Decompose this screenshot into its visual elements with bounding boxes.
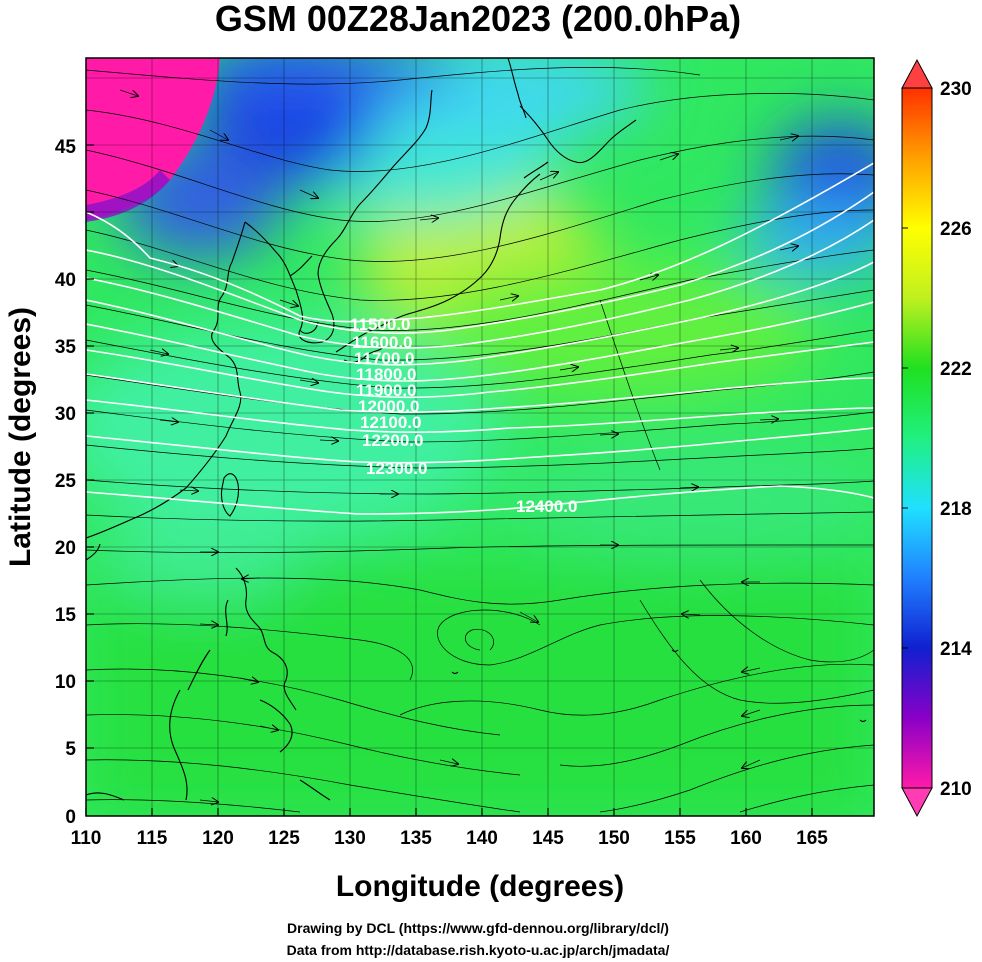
contour-line (86, 301, 874, 382)
colorbar-label: 230 (940, 79, 972, 100)
contour-line (86, 261, 874, 366)
colorbar-label: 222 (940, 359, 972, 380)
x-tick-label: 115 (137, 828, 168, 849)
contour-line (86, 485, 874, 515)
x-tick-label: 120 (202, 828, 234, 849)
contour-label: 11600.0 (352, 333, 413, 352)
x-tick-label: 165 (796, 828, 828, 849)
contour-line (86, 399, 874, 433)
contour-line (86, 162, 874, 323)
contour-label: 11500.0 (350, 315, 411, 334)
x-tick-label: 140 (466, 828, 498, 849)
plot-frame (85, 57, 875, 817)
contour-label: 11700.0 (354, 349, 415, 368)
contour-label: 12200.0 (362, 431, 423, 450)
x-tick-labels: 110 115 120 125 130 135 140 145 150 155 … (71, 828, 829, 849)
credit-drawing: Drawing by DCL (https://www.gfd-dennou.o… (287, 920, 669, 936)
y-axis-label: Latitude (degrees) (4, 307, 37, 567)
tick-marks (85, 144, 813, 816)
y-tick-label: 35 (55, 337, 77, 358)
y-tick-label: 5 (65, 739, 76, 760)
wind-arrows (119, 89, 798, 802)
y-tick-label: 40 (55, 270, 76, 291)
temperature-shading (86, 58, 874, 816)
y-tick-labels: 0 5 10 15 20 25 30 35 40 45 (55, 137, 77, 828)
lat-lon-grid (86, 58, 874, 816)
colorbar-gradient (901, 87, 933, 789)
colorbar: 210 214 218 222 226 230 (901, 58, 972, 818)
y-tick-label: 45 (55, 137, 77, 158)
y-tick-label: 0 (65, 807, 76, 828)
colorbar-min-triangle (901, 787, 933, 818)
contour-label: 12100.0 (360, 413, 421, 432)
contour-label: 12300.0 (366, 459, 427, 478)
colorbar-label: 210 (940, 779, 972, 800)
contour-label: 11800.0 (356, 365, 417, 384)
contour-line (86, 341, 874, 399)
x-tick-label: 155 (664, 828, 696, 849)
y-tick-label: 10 (55, 672, 76, 693)
x-tick-label: 160 (730, 828, 762, 849)
contour-label: 12400.0 (516, 497, 577, 516)
figure-title: GSM 00Z28Jan2023 (200.0hPa) (215, 0, 741, 39)
colorbar-max-triangle (901, 58, 933, 89)
x-tick-label: 125 (268, 828, 300, 849)
y-tick-label: 15 (55, 605, 77, 626)
wind-streamlines (86, 67, 874, 813)
x-axis-label: Longitude (degrees) (336, 870, 624, 903)
contour-label: 11900.0 (356, 381, 417, 400)
contour-line (86, 373, 874, 413)
contour-line (86, 219, 874, 349)
y-tick-label: 30 (55, 404, 76, 425)
x-tick-label: 110 (71, 828, 102, 849)
colorbar-label: 226 (940, 219, 972, 240)
credit-data: Data from http://database.rish.kyoto-u.a… (287, 942, 670, 958)
x-tick-label: 145 (532, 828, 564, 849)
colorbar-label: 218 (940, 499, 972, 520)
contour-line (86, 191, 874, 334)
x-tick-label: 130 (334, 828, 366, 849)
x-tick-label: 150 (598, 828, 630, 849)
contour-labels: 11500.0 11600.0 11700.0 11800.0 11900.0 … (350, 315, 577, 516)
y-tick-label: 20 (55, 538, 76, 559)
height-contours (86, 162, 874, 515)
contour-label: 12000.0 (358, 397, 419, 416)
x-tick-label: 135 (400, 828, 432, 849)
colorbar-label: 214 (940, 639, 972, 660)
y-tick-label: 25 (55, 471, 77, 492)
contour-line (86, 427, 874, 464)
